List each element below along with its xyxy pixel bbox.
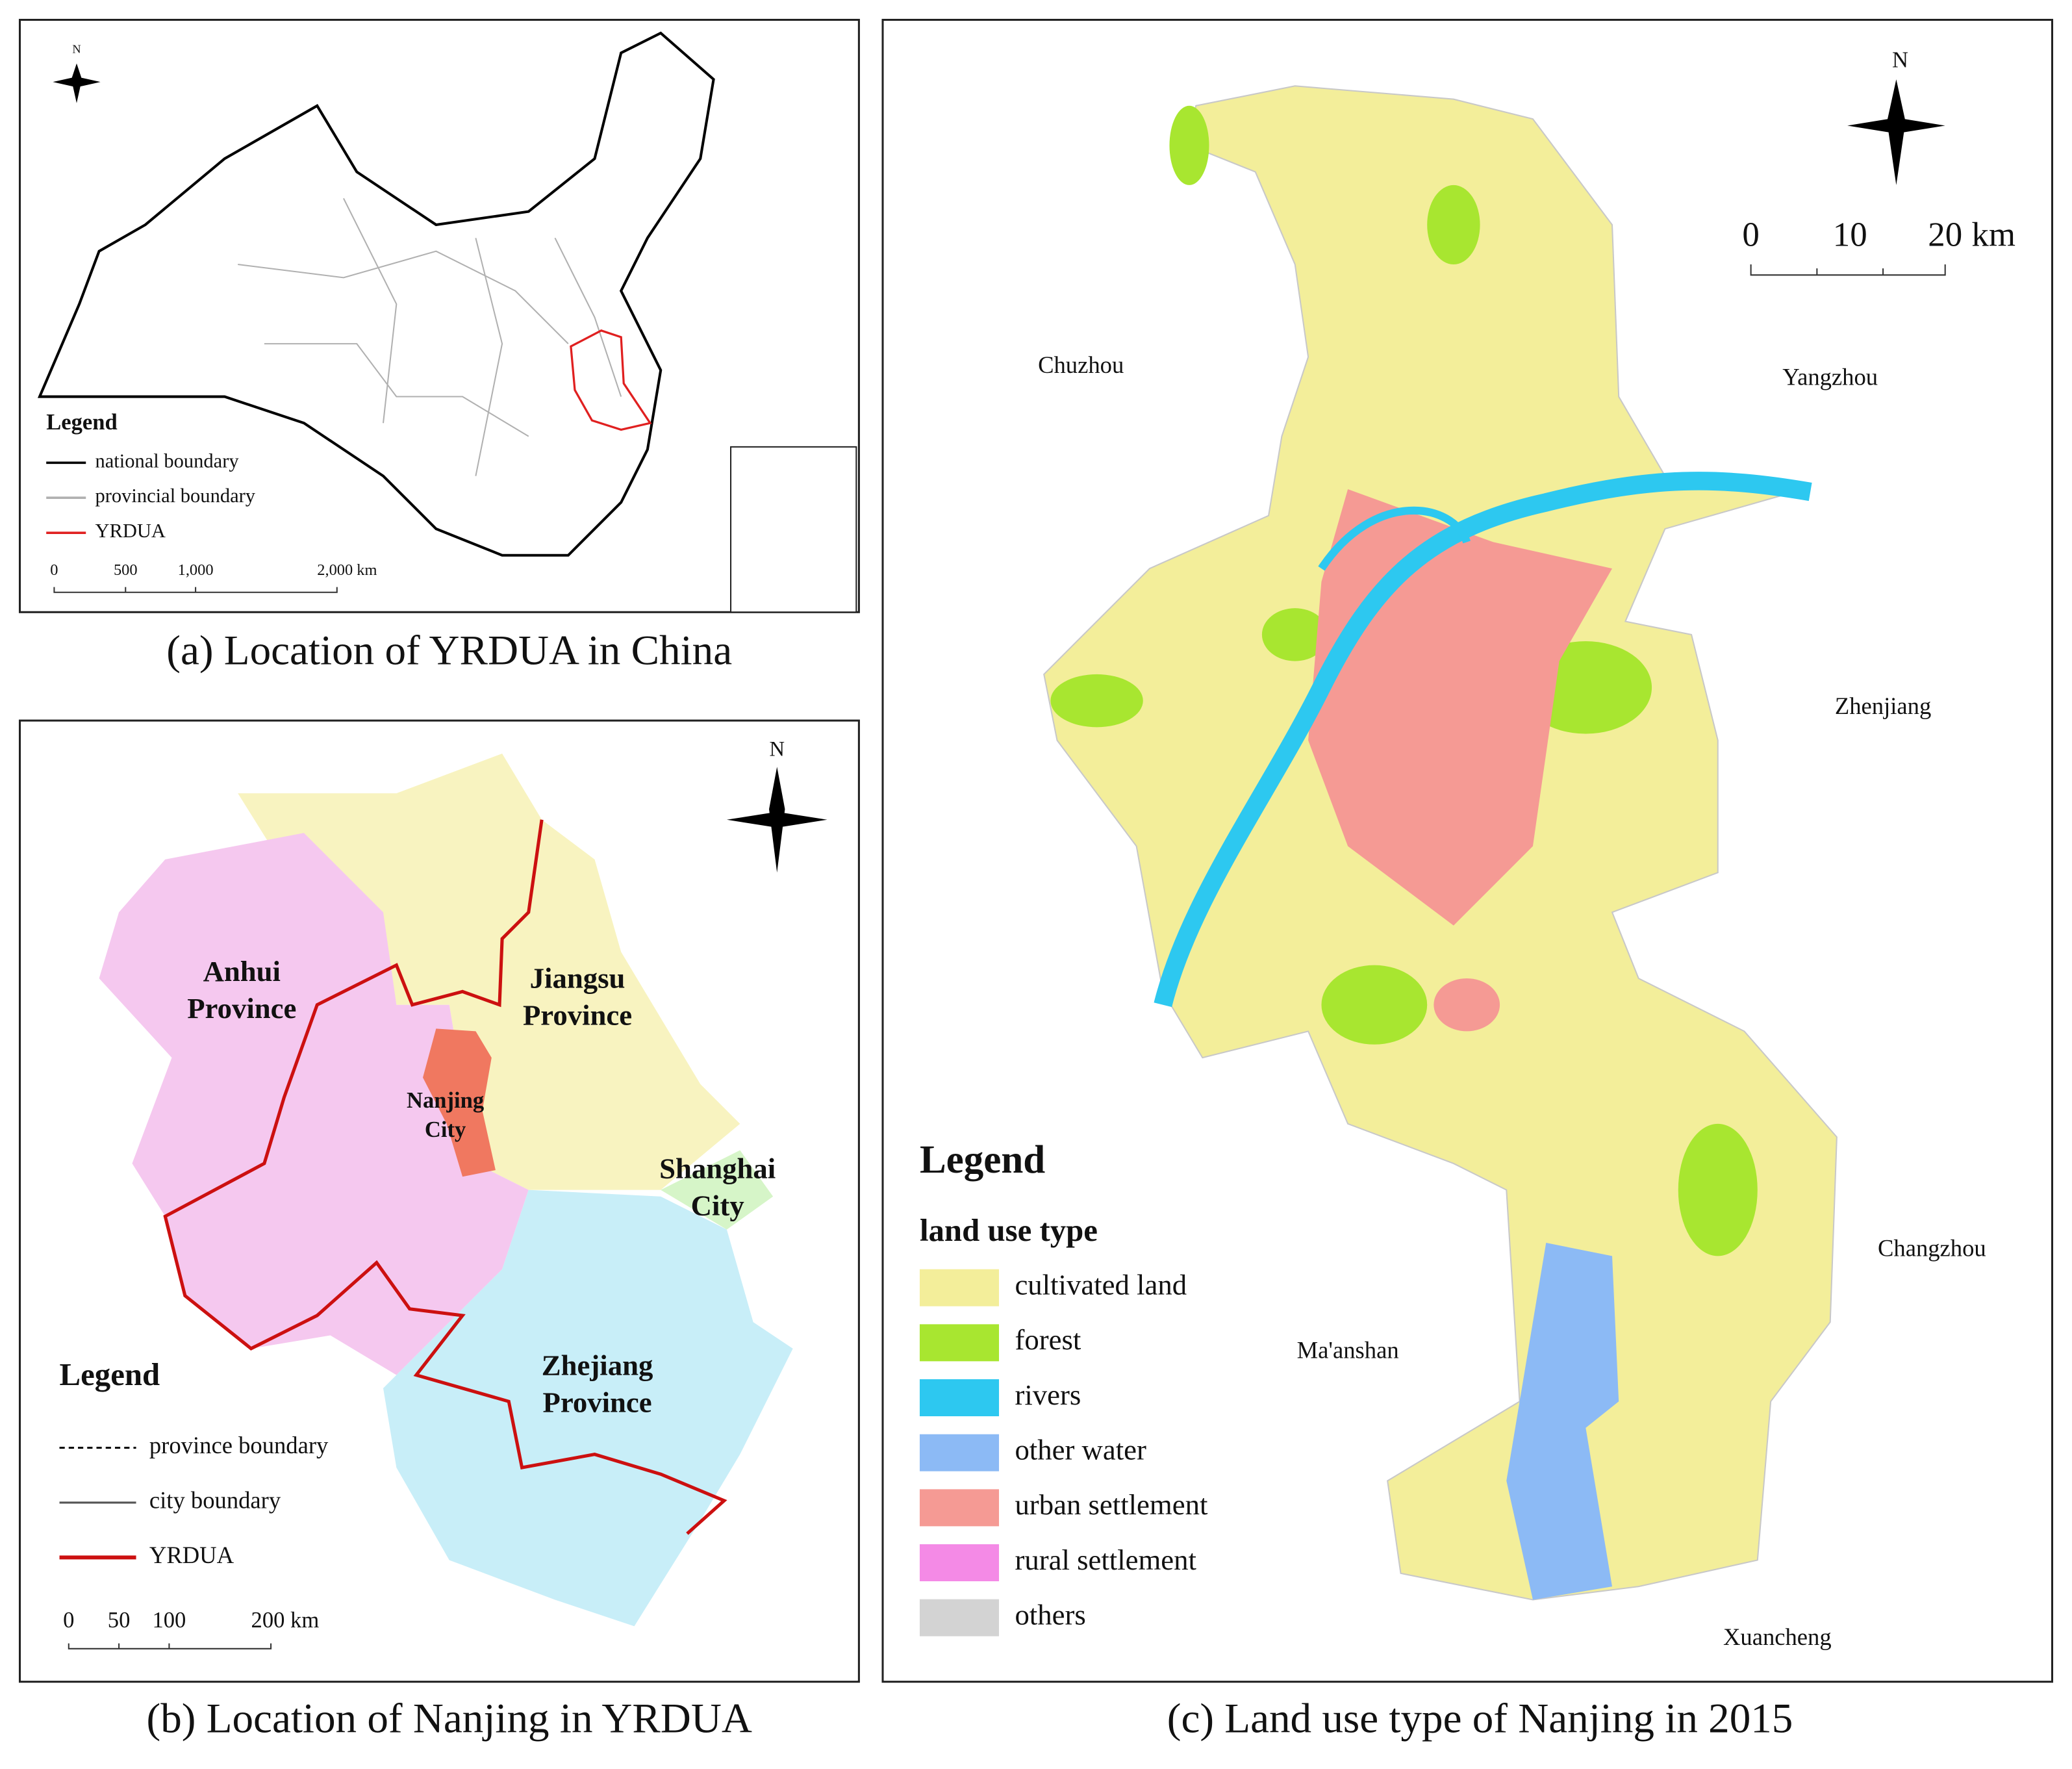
yrdua-boundary xyxy=(163,819,727,1535)
legend-title: Legend xyxy=(920,1138,1045,1182)
caption: (a) Location of YRDUA in China xyxy=(166,627,732,674)
legend-swatch xyxy=(919,1599,1000,1636)
north-label: N xyxy=(1892,48,1908,73)
scale-label: 0 xyxy=(1742,216,1759,253)
north-arrow xyxy=(53,63,101,103)
legend-swatch xyxy=(919,1489,1000,1527)
river-branch xyxy=(1318,506,1471,571)
neighbor-label: Xuancheng xyxy=(1723,1623,1832,1650)
north-arrow xyxy=(726,767,828,873)
legend-swatch xyxy=(919,1544,1000,1582)
legend-label: provincial boundary xyxy=(95,485,255,507)
legend-label: urban settlement xyxy=(1015,1488,1208,1521)
nanjing-region xyxy=(423,1028,496,1177)
scale-label: 50 xyxy=(108,1608,131,1633)
legend-label: YRDUA xyxy=(149,1542,234,1568)
scale-label: 0 xyxy=(50,561,58,579)
urban-area xyxy=(1434,978,1500,1032)
yangtze-river xyxy=(1154,472,1812,1008)
scale-label: 0 xyxy=(63,1608,74,1633)
legend-title: Legend xyxy=(60,1356,160,1392)
legend-swatch xyxy=(919,1379,1000,1417)
scale-bar xyxy=(1750,264,1946,276)
legend-label: YRDUA xyxy=(95,520,165,542)
region-label: Jiangsu xyxy=(530,961,625,994)
legend-label: forest xyxy=(1015,1323,1081,1356)
legend-swatch xyxy=(919,1324,1000,1362)
neighbor-label: Chuzhou xyxy=(1038,351,1124,378)
region-label: Shanghai xyxy=(659,1152,776,1184)
legend-label: city boundary xyxy=(149,1486,281,1513)
neighbor-label: Changzhou xyxy=(1878,1235,1986,1262)
china-outline xyxy=(37,31,715,557)
neighbor-label: Zhenjiang xyxy=(1835,693,1931,719)
legend-swatch xyxy=(919,1434,1000,1471)
scale-label: 20 xyxy=(1928,216,1962,253)
yrdua-outline xyxy=(570,329,652,431)
legend-swatch xyxy=(919,1269,1000,1306)
legend-label: rivers xyxy=(1015,1379,1081,1411)
neighbor-label: Ma'anshan xyxy=(1297,1336,1399,1363)
region-label: Province xyxy=(187,992,296,1024)
inset-frame xyxy=(730,446,857,613)
region-label: Zhejiang xyxy=(542,1349,653,1382)
region-label: Anhui xyxy=(203,955,281,987)
scale-label: 2,000 km xyxy=(317,561,377,579)
north-label: N xyxy=(72,43,81,56)
legend-label: other water xyxy=(1015,1433,1146,1466)
provincial-lines xyxy=(238,197,622,476)
legend-title: Legend xyxy=(46,410,117,435)
caption: (c) Land use type of Nanjing in 2015 xyxy=(1167,1696,1793,1742)
legend-label: national boundary xyxy=(95,450,239,472)
forest-patches xyxy=(1050,105,1758,1256)
jiangsu-region xyxy=(238,754,740,1190)
region-label: City xyxy=(691,1189,744,1221)
legend-label: others xyxy=(1015,1598,1085,1631)
north-arrow xyxy=(1847,79,1945,185)
legend-label: rural settlement xyxy=(1015,1544,1196,1576)
legend-label: province boundary xyxy=(149,1432,329,1458)
scale-label: 200 km xyxy=(251,1608,320,1633)
region-label: Province xyxy=(523,999,632,1031)
scale-label: 100 xyxy=(152,1608,186,1633)
scale-label: km xyxy=(1971,216,2015,253)
north-label: N xyxy=(769,737,785,761)
region-label: Nanjing xyxy=(407,1088,484,1113)
region-label: Province xyxy=(542,1386,651,1419)
region-label: City xyxy=(425,1117,466,1142)
legend-label: cultivated land xyxy=(1015,1268,1187,1301)
scale-label: 500 xyxy=(114,561,138,579)
zhejiang-region xyxy=(383,1190,793,1627)
legend-subtitle: land use type xyxy=(920,1212,1098,1248)
scale-bar xyxy=(53,587,338,593)
scale-bar xyxy=(68,1643,272,1649)
caption: (b) Location of Nanjing in YRDUA xyxy=(147,1696,752,1742)
shanghai-region xyxy=(661,1150,774,1230)
anhui-region xyxy=(99,833,529,1375)
scale-label: 1,000 xyxy=(178,561,214,579)
scale-label: 10 xyxy=(1833,216,1867,253)
lake xyxy=(1506,1243,1619,1600)
neighbor-label: Yangzhou xyxy=(1782,363,1878,390)
